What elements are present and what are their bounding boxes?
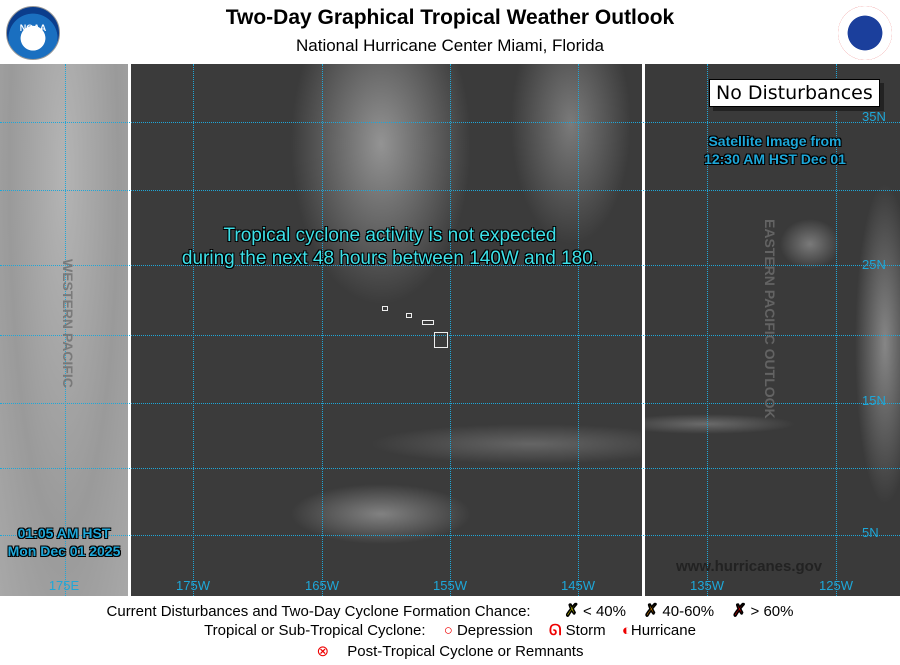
latitude-label: 35N <box>862 109 886 124</box>
outlook-message: Tropical cyclone activity is not expecte… <box>130 224 650 270</box>
grid-line <box>322 64 323 596</box>
grid-line <box>0 535 900 536</box>
eastern-pacific-panel <box>645 64 900 596</box>
legend-row-post-tropical: ⊗ Post-Tropical Cyclone or Remnants <box>0 642 900 660</box>
legend-post-tropical: Post-Tropical Cyclone or Remnants <box>347 643 584 660</box>
grid-line <box>0 265 900 266</box>
longitude-label: 135W <box>690 578 724 593</box>
legend-storm: Storm <box>565 622 606 639</box>
high-chance-x-icon: ✗ <box>732 601 747 621</box>
issue-time-line: 01:05 AM HST <box>17 525 111 541</box>
grid-line <box>836 64 837 596</box>
legend-row-cyclones: Tropical or Sub-Tropical Cyclone: ○ Depr… <box>0 622 900 639</box>
longitude-label: 155W <box>433 578 467 593</box>
grid-line <box>0 335 900 336</box>
satellite-time-line: 12:30 AM HST Dec 01 <box>704 151 846 167</box>
longitude-label: 175E <box>48 578 80 593</box>
issue-time-line: Mon Dec 01 2025 <box>7 543 121 559</box>
page-subtitle: National Hurricane Center Miami, Florida <box>295 36 604 55</box>
grid-line <box>578 64 579 596</box>
longitude-label: 175W <box>176 578 210 593</box>
legend-label: Current Disturbances and Two-Day Cyclone… <box>106 603 531 620</box>
satellite-time-line: Satellite Image from <box>708 133 842 149</box>
legend-hurricane: Hurricane <box>630 622 696 639</box>
longitude-label: 125W <box>819 578 853 593</box>
central-pacific-panel <box>131 64 641 596</box>
panel-divider <box>642 64 645 596</box>
grid-line <box>450 64 451 596</box>
medium-chance-x-icon: ✗ <box>644 601 659 621</box>
hawaii-island <box>382 306 388 311</box>
status-box: No Disturbances <box>709 79 880 107</box>
grid-line <box>0 403 900 404</box>
issue-time: 01:05 AM HST Mon Dec 01 2025 <box>0 524 128 560</box>
grid-line <box>0 190 900 191</box>
grid-line <box>65 64 66 596</box>
longitude-label: 145W <box>561 578 595 593</box>
noaa-logo: NOAA <box>6 6 60 60</box>
western-pacific-label: WESTERN PACIFIC <box>60 259 76 388</box>
grid-line <box>0 468 900 469</box>
longitude-label: 165W <box>305 578 339 593</box>
message-line: Tropical cyclone activity is not expecte… <box>223 225 557 246</box>
latitude-label: 5N <box>862 525 879 540</box>
nws-logo <box>838 6 892 60</box>
latitude-label: 25N <box>862 257 886 272</box>
legend-label: Tropical or Sub-Tropical Cyclone: <box>204 622 426 639</box>
grid-line <box>193 64 194 596</box>
hawaii-island <box>406 313 412 318</box>
hawaii-island <box>422 320 434 325</box>
storm-icon: ᘏ <box>549 622 562 639</box>
grid-line <box>707 64 708 596</box>
legend-low: < 40% <box>583 603 626 620</box>
legend-medium: 40-60% <box>662 603 715 620</box>
depression-icon: ○ <box>443 622 453 639</box>
western-pacific-panel <box>0 64 128 596</box>
hawaii-island <box>434 332 448 348</box>
hurricane-icon: ◐ <box>621 622 631 639</box>
message-line: during the next 48 hours between 140W an… <box>181 248 599 269</box>
post-tropical-icon: ⊗ <box>316 643 330 660</box>
legend-high: > 60% <box>750 603 794 620</box>
satellite-time: Satellite Image from 12:30 AM HST Dec 01 <box>680 132 870 168</box>
latitude-label: 15N <box>862 393 886 408</box>
grid-line <box>0 122 900 123</box>
website-label: www.hurricanes.gov <box>676 558 823 575</box>
eastern-pacific-label: EASTERN PACIFIC OUTLOOK <box>762 219 778 419</box>
legend-depression: Depression <box>456 622 533 639</box>
panel-divider <box>128 64 131 596</box>
low-chance-x-icon: ✗ <box>564 601 580 621</box>
page-title: Two-Day Graphical Tropical Weather Outlo… <box>225 6 675 29</box>
satellite-map: 175E 175W 165W 155W 145W 135W 125W 35N 2… <box>0 64 900 596</box>
legend-row-disturbances: Current Disturbances and Two-Day Cyclone… <box>0 601 900 621</box>
